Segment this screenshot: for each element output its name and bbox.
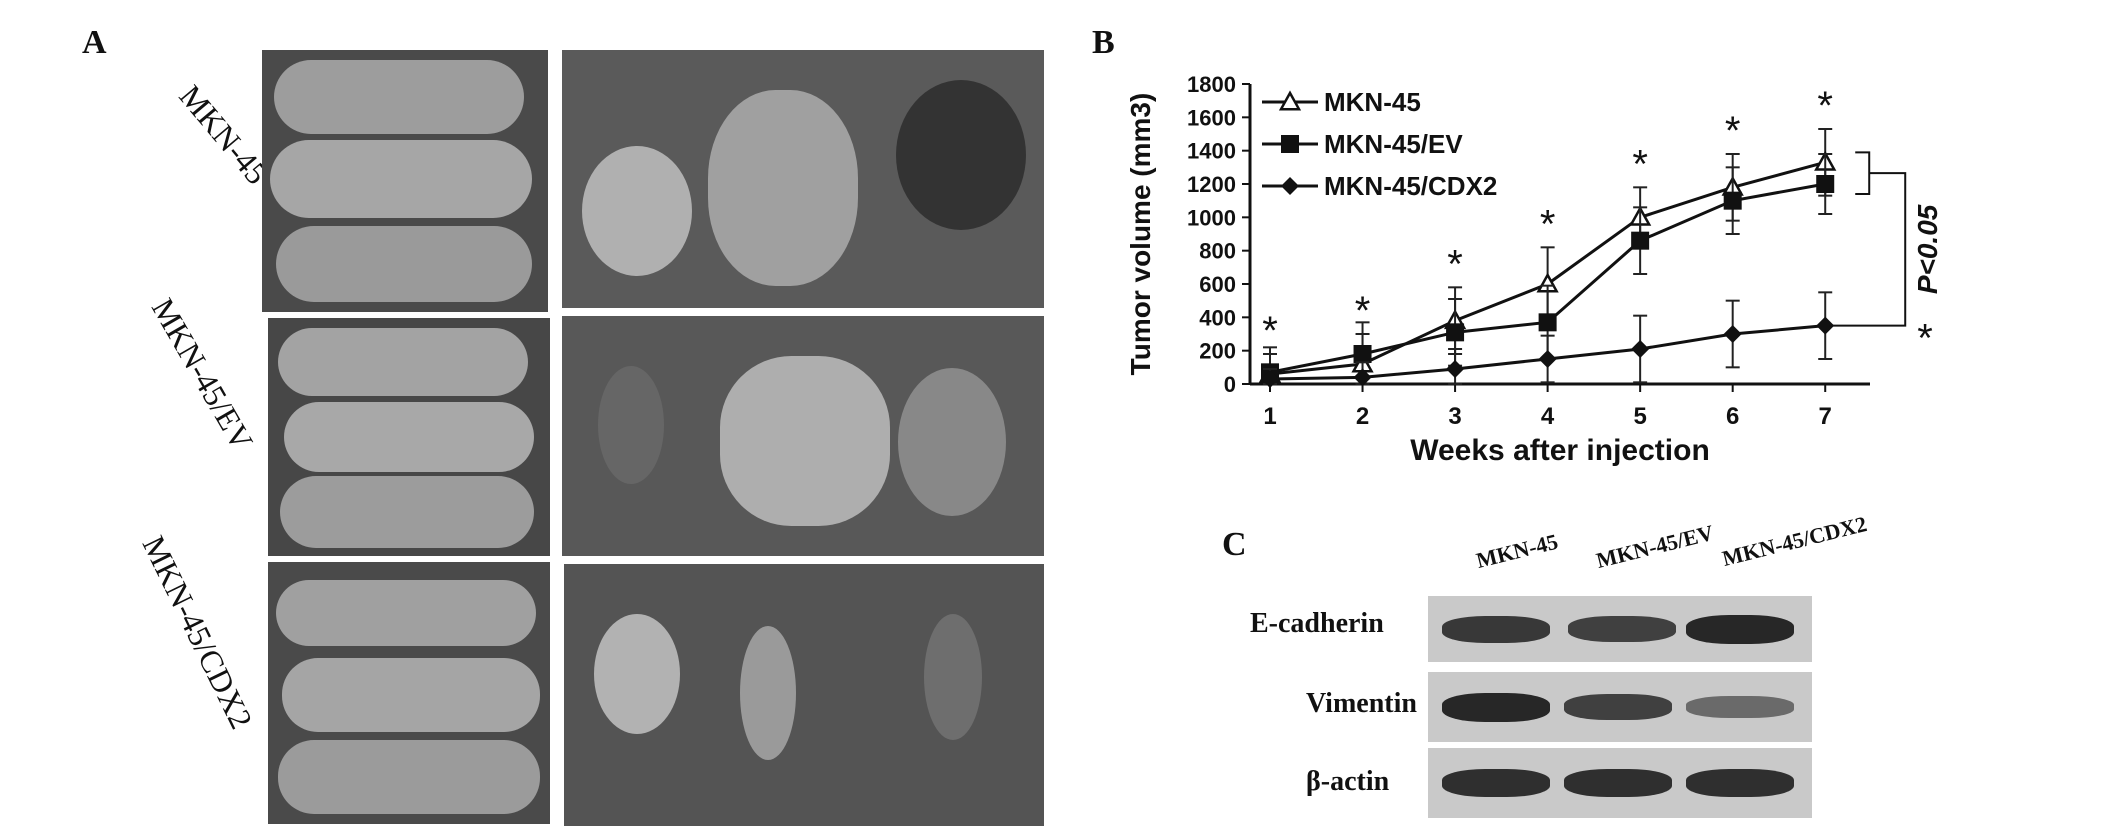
y-tick-label: 600 xyxy=(1199,272,1236,297)
blot-band xyxy=(1686,615,1794,644)
blot-band xyxy=(1564,694,1672,720)
mice-photo-mkn45-ev xyxy=(268,318,550,556)
data-point xyxy=(1446,360,1465,378)
y-axis-label: Tumor volume (mm3) xyxy=(1125,93,1156,376)
group-label-mkn45: MKN-45 xyxy=(172,78,276,192)
y-tick-label: 0 xyxy=(1224,372,1236,397)
significance-star: * xyxy=(1355,289,1371,333)
tumor-photo-mkn45-ev xyxy=(562,316,1044,556)
panel-a-letter: A xyxy=(82,24,107,61)
tumor-photo-mkn45 xyxy=(562,50,1044,308)
data-point xyxy=(1631,340,1650,358)
data-point xyxy=(1446,323,1465,342)
significance-star: * xyxy=(1725,109,1741,153)
y-tick-label: 1000 xyxy=(1187,205,1236,230)
row-label-vimentin: Vimentin xyxy=(1306,688,1417,719)
significance-star: * xyxy=(1817,84,1833,128)
significance-star: * xyxy=(1262,309,1278,353)
y-tick-label: 1400 xyxy=(1187,139,1236,164)
data-point xyxy=(1631,231,1650,250)
x-tick-label: 5 xyxy=(1633,403,1646,430)
blot-band xyxy=(1442,693,1550,722)
row-label-beta-actin: β-actin xyxy=(1306,766,1390,797)
data-point xyxy=(1816,316,1835,335)
data-point xyxy=(1538,350,1557,368)
x-tick-label: 4 xyxy=(1541,403,1555,430)
mice-photo-mkn45 xyxy=(262,50,548,312)
legend-label: MKN-45/CDX2 xyxy=(1324,171,1497,201)
significance-star: * xyxy=(1540,202,1556,246)
panel-c-letter: C xyxy=(1222,526,1247,563)
y-tick-label: 1600 xyxy=(1187,105,1236,130)
x-axis-label: Weeks after injection xyxy=(1410,434,1710,467)
data-point xyxy=(1353,368,1372,387)
tumor-photo-mkn45-cdx2 xyxy=(564,564,1044,826)
blot-row xyxy=(1428,672,1812,742)
blot-band xyxy=(1442,769,1550,797)
lane-label-mkn45-cdx2: MKN-45/CDX2 xyxy=(1719,510,1870,572)
significance-star: * xyxy=(1447,242,1463,286)
blot-band xyxy=(1568,616,1676,642)
blot-band xyxy=(1442,616,1550,643)
x-tick-label: 1 xyxy=(1263,403,1276,430)
blot-band xyxy=(1564,769,1672,797)
mice-photo-mkn45-cdx2 xyxy=(268,562,550,824)
row-label-ecadherin: E-cadherin xyxy=(1250,608,1384,639)
lane-label-mkn45-ev: MKN-45/EV xyxy=(1593,519,1716,574)
y-tick-label: 200 xyxy=(1199,339,1236,364)
legend-label: MKN-45 xyxy=(1324,87,1421,117)
data-point xyxy=(1723,191,1742,210)
y-tick-label: 400 xyxy=(1199,305,1236,330)
significance-star: * xyxy=(1632,142,1648,186)
data-point xyxy=(1353,345,1372,363)
data-point xyxy=(1261,370,1279,388)
blot-band xyxy=(1686,769,1794,797)
blot-band xyxy=(1686,696,1794,718)
data-point xyxy=(1816,175,1835,193)
blot-row xyxy=(1428,748,1812,818)
x-tick-label: 3 xyxy=(1448,403,1461,430)
panel-b-letter: B xyxy=(1092,24,1115,61)
group-label-mkn45-ev: MKN-45/EV xyxy=(144,292,261,457)
blot-row xyxy=(1428,596,1812,662)
lane-label-mkn45: MKN-45 xyxy=(1473,528,1561,574)
legend-marker xyxy=(1278,90,1302,111)
x-tick-label: 6 xyxy=(1726,403,1739,430)
x-tick-label: 7 xyxy=(1819,403,1832,430)
group-label-mkn45-cdx2: MKN-45/CDX2 xyxy=(135,530,260,735)
p-value-label: P<0.05 xyxy=(1912,204,1943,294)
bracket-star: * xyxy=(1917,317,1933,361)
data-point xyxy=(1538,313,1557,332)
y-tick-label: 800 xyxy=(1199,239,1236,264)
data-point xyxy=(1723,325,1742,343)
legend-marker xyxy=(1281,177,1299,195)
legend-marker xyxy=(1281,135,1299,153)
y-tick-label: 1800 xyxy=(1187,72,1236,97)
tumor-volume-chart: 0 200 400 600 800 1000 1200 1400 1600 1800 1 2 3 4 5 6 7… xyxy=(1120,40,1980,500)
legend-label: MKN-45/EV xyxy=(1324,129,1463,159)
bracket-long xyxy=(1829,172,1907,327)
y-tick-label: 1200 xyxy=(1187,172,1236,197)
bracket-top xyxy=(1855,151,1871,195)
x-tick-label: 2 xyxy=(1356,403,1369,430)
